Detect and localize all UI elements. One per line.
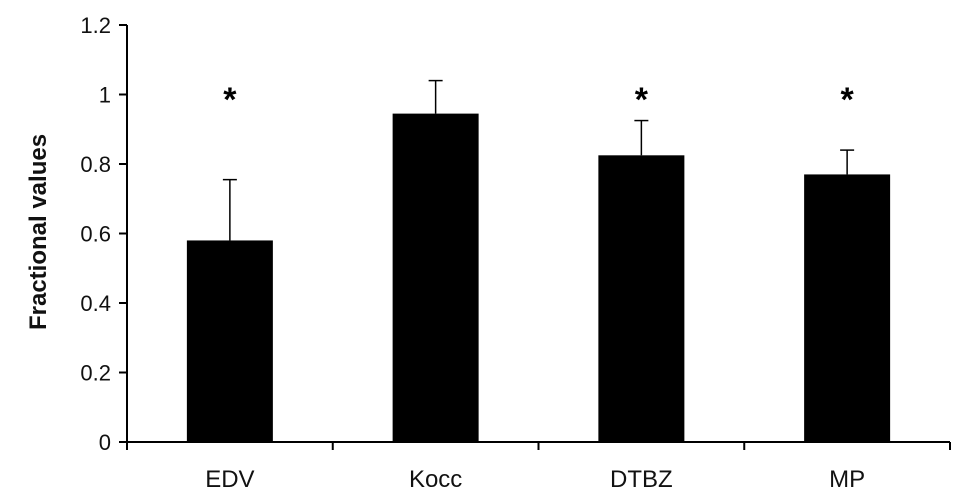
significance-asterisk-mp: * <box>841 81 855 119</box>
y-tick-label: 0.2 <box>80 361 111 386</box>
significance-asterisk-edv: * <box>223 81 237 119</box>
y-tick-label: 1 <box>99 83 111 108</box>
x-label-edv: EDV <box>205 466 254 493</box>
y-axis-ticks: 0 0.2 0.4 0.6 0.8 1 1.2 <box>80 13 127 455</box>
y-tick-label: 0.8 <box>80 152 111 177</box>
x-axis-labels: EDV Kocc DTBZ MP <box>205 466 865 493</box>
bar-dtbz <box>598 155 685 442</box>
bar-kocc <box>392 113 479 443</box>
x-label-kocc: Kocc <box>409 466 462 493</box>
bar-mp <box>804 174 891 443</box>
bars-group <box>186 113 891 443</box>
error-bars-group <box>222 79 855 241</box>
significance-asterisk-dtbz: * <box>635 81 649 119</box>
y-tick-label: 0 <box>99 430 111 455</box>
significance-markers: * * * <box>223 81 854 119</box>
y-tick-label: 1.2 <box>80 13 111 38</box>
bar-edv <box>186 240 273 442</box>
axes <box>126 25 951 450</box>
y-axis-title: Fractional values <box>25 134 52 330</box>
x-label-mp: MP <box>829 466 865 493</box>
y-tick-label: 0.6 <box>80 222 111 247</box>
x-label-dtbz: DTBZ <box>610 466 673 493</box>
y-tick-label: 0.4 <box>80 291 111 316</box>
